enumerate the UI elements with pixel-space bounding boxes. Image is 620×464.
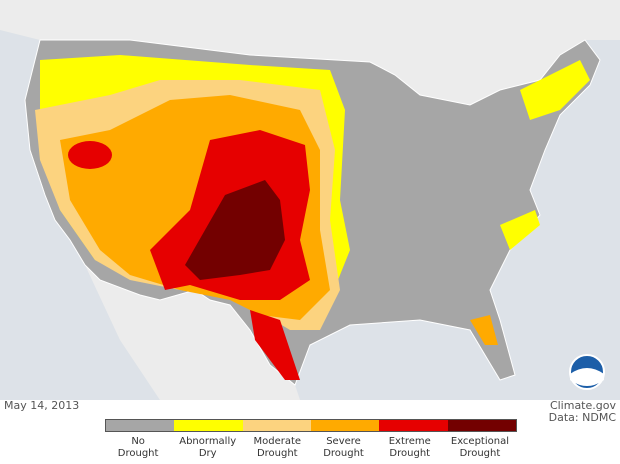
legend-label: Severe Drought: [323, 436, 364, 459]
legend-label: Extreme Drought: [388, 436, 431, 459]
legend-bar: [105, 419, 517, 432]
source: Data: NDMC: [548, 411, 616, 424]
drought-area: [68, 141, 112, 169]
legend-swatch: [310, 420, 380, 431]
drought-area: [520, 60, 590, 120]
mexico-land: [85, 265, 300, 400]
date: May 14, 2013: [4, 399, 80, 412]
drought-area: [470, 315, 498, 345]
legend-swatch: [174, 420, 243, 431]
legend-labels: No Drought Abnormally Dry Moderate Drought…: [105, 436, 517, 460]
legend-label: Moderate Drought: [253, 436, 302, 459]
drought-area: [185, 180, 285, 280]
legend-label: Exceptional Drought: [450, 436, 509, 459]
noaa-logo-wave: [570, 368, 604, 386]
legend-label: No Drought: [117, 436, 159, 459]
legend-swatch: [106, 420, 175, 431]
legend-swatch: [379, 420, 448, 431]
drought-area: [500, 210, 540, 250]
legend-swatch: [447, 420, 516, 431]
map: [0, 0, 620, 400]
legend-label: Abnormally Dry: [179, 436, 237, 459]
canada-land: [0, 0, 620, 105]
legend-swatch: [242, 420, 311, 431]
drought-area: [250, 310, 300, 380]
credit: Climate.gov: [549, 399, 616, 412]
